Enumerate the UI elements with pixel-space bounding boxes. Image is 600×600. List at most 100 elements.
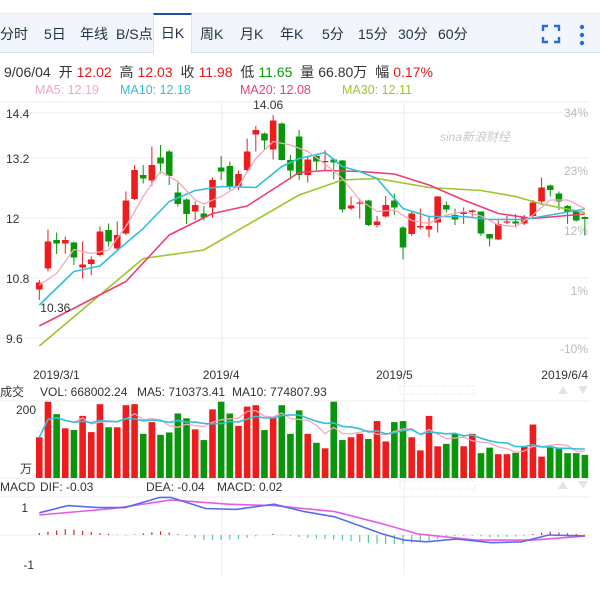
- candle-body: [44, 241, 52, 269]
- volume-bar: [278, 405, 286, 478]
- ma5-legend: MA5: 12.19: [35, 83, 99, 97]
- volume-bar: [79, 415, 86, 478]
- price-tick-label: 12: [6, 212, 20, 226]
- candle-body: [477, 211, 485, 234]
- volume-bar: [261, 430, 268, 478]
- min-price-label: 10.36: [40, 301, 70, 315]
- volume-bar: [165, 432, 173, 478]
- volume-bar: [287, 433, 294, 478]
- volume-ma10-legend: MA10: 774807.93: [232, 385, 327, 399]
- volume-bar: [122, 405, 130, 478]
- volume-bar: [70, 430, 78, 478]
- candle-body: [36, 282, 43, 290]
- more-vertical-icon[interactable]: [578, 24, 586, 51]
- volume-bar: [339, 440, 346, 478]
- ma30-line: [38, 177, 586, 347]
- volume-ma10-line: [38, 414, 585, 450]
- volume-bar: [61, 428, 69, 478]
- volume-bar: [581, 454, 589, 478]
- ma5-line: [38, 140, 586, 286]
- tab-7[interactable]: 年K: [280, 26, 304, 42]
- volume-bar: [131, 404, 138, 478]
- vol-label: 量: [300, 64, 315, 80]
- tab-3[interactable]: B/S点: [116, 26, 153, 42]
- dea-line: [39, 499, 585, 541]
- volume-bar: [564, 453, 571, 478]
- candle-body: [469, 210, 476, 212]
- candle-body: [321, 161, 329, 163]
- volume-bar: [365, 439, 372, 478]
- candle-body: [269, 120, 277, 150]
- candle-body: [417, 226, 424, 228]
- tab-1[interactable]: 5日: [44, 26, 66, 42]
- volume-bar: [148, 422, 156, 478]
- volume-bar: [399, 421, 407, 478]
- volume-bar: [36, 437, 43, 478]
- candle-body: [87, 259, 95, 264]
- triangle-down-icon[interactable]: [578, 386, 588, 394]
- volume-bar: [460, 446, 467, 478]
- candle-body: [261, 133, 268, 141]
- max-price-label: 14.06: [253, 98, 283, 112]
- candle-body: [460, 212, 467, 214]
- volume-ma5-line: [38, 409, 585, 454]
- volume-bar: [356, 433, 364, 478]
- triangle-down-icon[interactable]: [578, 481, 588, 489]
- candle-body: [278, 123, 286, 160]
- macd-legend: MACD: 0.02: [217, 480, 283, 494]
- tab-2[interactable]: 年线: [80, 26, 108, 42]
- tab-4[interactable]: 日K: [153, 13, 192, 54]
- candle-body: [434, 196, 441, 223]
- macd-tick-label: 1: [21, 501, 28, 515]
- volume-bar: [382, 441, 389, 478]
- volume-bar: [235, 425, 242, 478]
- chg-value: 0.17%: [393, 64, 433, 80]
- tab-8[interactable]: 5分: [322, 26, 344, 42]
- panel-resize-handle[interactable]: [399, 480, 476, 490]
- candle-body: [425, 226, 433, 230]
- volume-bar: [451, 433, 459, 478]
- tab-5[interactable]: 周K: [200, 26, 224, 42]
- candle-body: [391, 200, 398, 208]
- volume-bar: [243, 406, 251, 478]
- close-label: 收: [180, 64, 195, 80]
- candle-body: [546, 185, 554, 190]
- triangle-up-icon[interactable]: [558, 481, 568, 489]
- volume-bar: [512, 452, 519, 478]
- panel-resize-handle[interactable]: [399, 385, 476, 395]
- tab-11[interactable]: 60分: [438, 26, 468, 42]
- chg-label: 幅: [375, 64, 390, 80]
- volume-bar: [408, 437, 415, 478]
- volume-bar: [417, 450, 424, 478]
- pct-tick-label: 12%: [564, 224, 588, 238]
- triangle-up-icon[interactable]: [558, 386, 568, 394]
- tab-0[interactable]: 分时: [0, 26, 28, 42]
- candle-body: [503, 221, 511, 223]
- candle-body: [287, 160, 294, 171]
- volume-bar: [330, 401, 338, 478]
- tab-9[interactable]: 15分: [358, 26, 388, 42]
- pct-tick-label: 1%: [571, 284, 589, 298]
- ohlc-info: 9/06/04 开 12.02 高 12.03 收 11.98 低 11.65 量 66.…: [4, 62, 437, 82]
- dif-legend: DIF: -0.03: [40, 480, 94, 494]
- period-tab-bar: 分时 5日 年线 B/S点 日K 周K 月K 年K 5分 15分 30分 60分: [0, 13, 600, 54]
- ma20-line: [38, 169, 585, 327]
- volume-ma5-legend: MA5: 710373.41: [137, 385, 225, 399]
- low-label: 低: [240, 64, 255, 80]
- volume-bar: [555, 447, 563, 478]
- dea-legend: DEA: -0.04: [146, 480, 205, 494]
- candle-body: [113, 235, 121, 249]
- tab-10[interactable]: 30分: [398, 26, 428, 42]
- candle-body: [131, 170, 138, 199]
- volume-bar: [191, 429, 199, 478]
- fullscreen-icon[interactable]: [541, 24, 561, 49]
- candle-body: [330, 159, 338, 163]
- sina-watermark-logo: sina新浪财经: [440, 130, 512, 144]
- candle-body: [356, 202, 364, 204]
- price-tick-label: 9.6: [6, 332, 23, 346]
- tab-6[interactable]: 月K: [240, 26, 264, 42]
- candle-body: [581, 217, 589, 219]
- candle-body: [53, 240, 60, 244]
- volume-bar: [209, 409, 216, 478]
